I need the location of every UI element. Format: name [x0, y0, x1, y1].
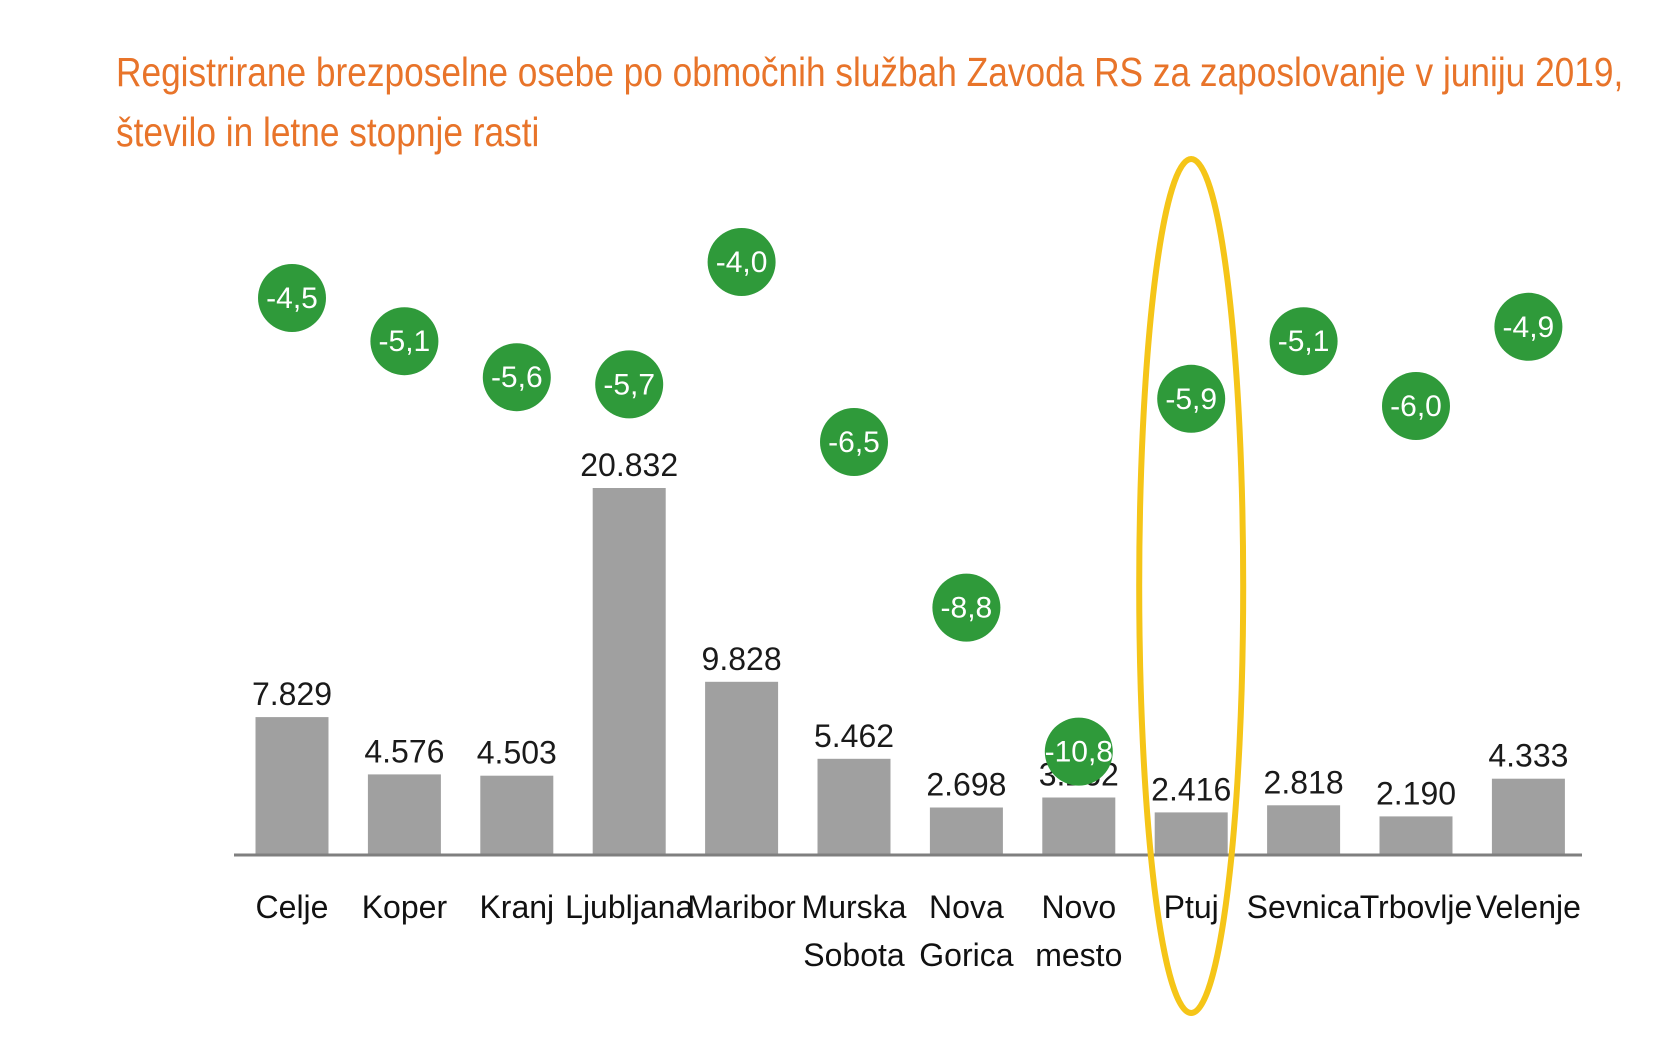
- value-label-ptuj: 2.416: [1151, 771, 1231, 807]
- category-label-ljubljana: Ljubljana: [565, 889, 693, 925]
- value-label-kranj: 4.503: [477, 735, 557, 771]
- growth-label-murska-sobota: -6,5: [828, 426, 880, 459]
- bar-ljubljana: [592, 488, 666, 855]
- growth-bubble-nova-gorica: [932, 573, 1001, 642]
- value-label-sevnica: 2.818: [1264, 764, 1344, 800]
- growth-label-maribor: -4,0: [716, 246, 768, 279]
- category-label-sevnica: Sevnica: [1247, 889, 1361, 925]
- growth-rate-bubbles: -4,5 -5,1 -5,6 -5,7 -4,0 -6,5 -8,8 -10,8 -5,9 -5,…: [258, 228, 1563, 786]
- value-label-koper: 4.576: [364, 733, 444, 769]
- bar-sevnica: [1267, 805, 1341, 855]
- bar-celje: [255, 717, 329, 855]
- growth-label-nova-gorica: -8,8: [941, 592, 993, 625]
- category-label-nova-gorica-line-2: Gorica: [919, 937, 1013, 973]
- growth-bubble-velenje: [1494, 292, 1563, 361]
- chart-title-line-1: Registrirane brezposelne osebe po območn…: [116, 49, 1624, 95]
- category-label-murska-sobota-line-2: Sobota: [803, 937, 905, 973]
- category-label-novo-mesto-line-2: mesto: [1035, 937, 1122, 973]
- chart-title: Registrirane brezposelne osebe po območn…: [116, 42, 1624, 162]
- growth-label-celje: -4,5: [266, 282, 318, 315]
- growth-label-ptuj: -5,9: [1165, 383, 1217, 416]
- bar-value-labels: 7.8294.5764.50320.8329.8285.4622.6983.26…: [252, 447, 1568, 811]
- category-label-murska-sobota-line-1: Murska: [802, 889, 907, 925]
- bar-novo-mesto: [1042, 797, 1116, 855]
- category-label-maribor: Maribor: [687, 889, 796, 925]
- growth-bubble-novo-mesto: [1044, 717, 1113, 786]
- value-label-ljubljana: 20.832: [580, 447, 678, 483]
- value-label-celje: 7.829: [252, 676, 332, 712]
- bar-koper: [367, 774, 441, 855]
- growth-bubble-koper: [370, 307, 439, 376]
- category-label-koper: Koper: [362, 889, 448, 925]
- category-label-nova-gorica-line-1: Nova: [929, 889, 1004, 925]
- category-label-ptuj: Ptuj: [1164, 889, 1219, 925]
- growth-bubble-ptuj: [1157, 364, 1226, 433]
- bar-velenje: [1491, 778, 1565, 855]
- growth-label-sevnica: -5,1: [1278, 325, 1330, 358]
- category-label-celje: Celje: [256, 889, 329, 925]
- growth-label-trbovlje: -6,0: [1390, 390, 1442, 423]
- value-label-nova-gorica: 2.698: [926, 767, 1006, 803]
- value-label-velenje: 4.333: [1488, 738, 1568, 774]
- value-label-maribor: 9.828: [702, 641, 782, 677]
- bar-nova-gorica: [929, 807, 1003, 855]
- category-label-velenje: Velenje: [1476, 889, 1581, 925]
- growth-label-velenje: -4,9: [1503, 311, 1555, 344]
- growth-bubble-maribor: [707, 228, 776, 296]
- growth-bubble-kranj: [482, 343, 551, 412]
- bar-murska-sobota: [817, 758, 891, 855]
- growth-bubble-murska-sobota: [820, 408, 888, 476]
- bar-kranj: [480, 775, 554, 855]
- category-label-trbovlje: Trbovlje: [1360, 889, 1473, 925]
- value-label-trbovlje: 2.190: [1376, 775, 1456, 811]
- growth-label-kranj: -5,6: [491, 361, 543, 394]
- category-label-kranj: Kranj: [479, 889, 554, 925]
- value-label-murska-sobota: 5.462: [814, 718, 894, 754]
- chart-title-line-2: število in letne stopnje rasti: [116, 109, 540, 155]
- bar-maribor: [705, 681, 779, 855]
- bar-trbovlje: [1379, 816, 1453, 855]
- growth-label-koper: -5,1: [379, 325, 431, 358]
- growth-bubble-trbovlje: [1382, 372, 1450, 440]
- category-label-novo-mesto-line-1: Novo: [1041, 889, 1116, 925]
- growth-bubble-sevnica: [1269, 307, 1338, 376]
- growth-label-ljubljana: -5,7: [603, 368, 655, 401]
- bars-layer: [255, 488, 1565, 855]
- growth-bubble-celje: [258, 264, 326, 332]
- highlight-ellipse: [1136, 156, 1247, 1016]
- bar-ptuj: [1154, 812, 1228, 855]
- growth-bubble-ljubljana: [595, 350, 664, 419]
- growth-label-novo-mesto: -10,8: [1045, 736, 1113, 769]
